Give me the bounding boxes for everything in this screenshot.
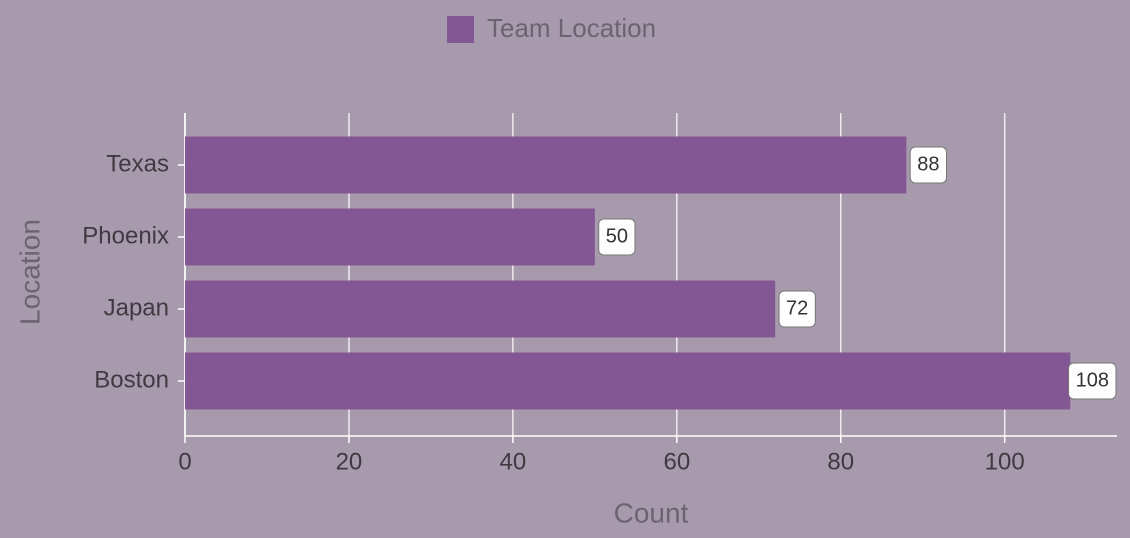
x-tick-label: 0 xyxy=(178,448,191,475)
value-label-box xyxy=(598,218,636,256)
value-label-box xyxy=(909,146,947,184)
value-label-box xyxy=(1068,362,1117,400)
x-tick-label: 60 xyxy=(663,448,690,475)
value-label-group: 108 xyxy=(1068,362,1117,400)
y-tick-label: Texas xyxy=(106,150,169,177)
bar xyxy=(185,280,776,338)
x-tick-label: 40 xyxy=(500,448,527,475)
value-label-group: 72 xyxy=(778,290,816,328)
y-tick-label: Phoenix xyxy=(82,222,169,249)
value-label-box xyxy=(778,290,816,328)
value-label-group: 88 xyxy=(909,146,947,184)
y-tick-label: Boston xyxy=(94,366,169,393)
x-tick-label: 20 xyxy=(336,448,363,475)
y-tick-label: Japan xyxy=(104,294,169,321)
value-label: 50 xyxy=(606,225,628,247)
value-label-group: 50 xyxy=(598,218,636,256)
y-axis-title: Location xyxy=(14,219,45,325)
bar xyxy=(185,352,1071,410)
value-label: 72 xyxy=(786,297,808,319)
legend-label: Team Location xyxy=(487,13,656,43)
bar xyxy=(185,208,595,266)
legend-swatch xyxy=(447,16,474,43)
x-axis-title: Count xyxy=(614,497,689,528)
x-tick-label: 80 xyxy=(827,448,854,475)
bar xyxy=(185,136,907,194)
value-label: 108 xyxy=(1076,369,1109,391)
value-label: 88 xyxy=(917,153,939,175)
x-tick-label: 100 xyxy=(985,448,1025,475)
